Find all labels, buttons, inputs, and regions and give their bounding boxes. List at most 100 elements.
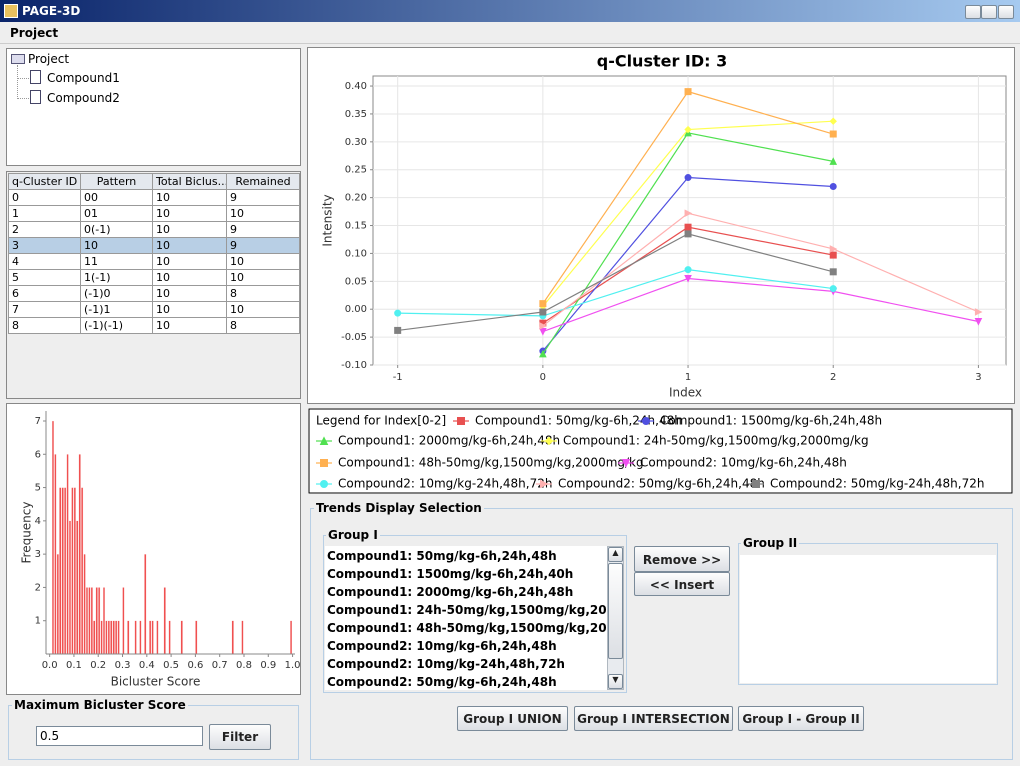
x-tick-label: 0.9 [260,660,276,671]
union-button[interactable]: Group I UNION [457,706,568,731]
line-chart-panel: q-Cluster ID: 3 0.40 0.35 0.30 0.25 0.20 0.15 0… [307,47,1015,404]
table-cell: 10 [226,253,300,270]
tree-node[interactable]: Compound2 [47,91,120,105]
group-title: Maximum Bicluster Score [12,698,188,712]
bar [68,520,72,655]
table-cell: 01 [80,205,153,222]
bar [115,620,118,655]
y-axis-label: Intensity [321,194,335,246]
scroll-thumb[interactable] [608,563,623,659]
list-item[interactable]: Compound1: 2000mg/kg-6h,24h,48h [327,585,574,599]
title-bar: PAGE-3D [0,0,1020,22]
legend-label: Compound2: 50mg/kg-6h,24h,48h [558,477,765,491]
tree-node[interactable]: Compound1 [47,71,120,85]
y-tick-label: -0.10 [341,360,367,371]
table-cell: 9 [226,221,300,238]
list-item[interactable]: Compound2: 10mg/kg-6h,24h,48h [327,639,557,653]
data-point [974,308,983,316]
legend-marker [319,436,329,445]
bar [81,487,84,655]
remove-button[interactable]: Remove >> [634,546,730,572]
table-row[interactable]: 2 0(-1) 10 9 [8,221,300,238]
table-row[interactable]: 3 10 10 9 [8,237,300,254]
y-tick-label: 0.35 [345,109,367,120]
list-item[interactable]: Compound2: 10mg/kg-24h,48h,72h [327,657,565,671]
x-tick-label: 3 [975,372,981,383]
bar [241,620,244,655]
scroll-up[interactable]: ▲ [608,547,623,562]
list-item[interactable]: Compound1: 1500mg/kg-6h,24h,40h [327,567,574,581]
x-tick-label: 0.1 [66,660,82,671]
table-cell: 3 [8,237,81,254]
bar [134,620,137,655]
table-row[interactable]: 6 (-1)0 10 8 [8,285,300,302]
tree-root[interactable]: Project [28,52,70,66]
legend-marker [642,417,650,425]
y-tick-label: 0.05 [345,276,367,287]
table-row[interactable]: 8 (-1)(-1) 10 8 [8,317,300,334]
data-point [684,230,692,238]
y-tick-label: 4 [35,516,41,527]
data-point [394,309,402,317]
cluster-table: q-Cluster ID Pattern Total Biclus... Remain… [8,173,300,334]
menu-bar: Project [0,22,1020,44]
scroll-down[interactable]: ▼ [608,674,623,689]
minimize-button[interactable] [965,5,981,19]
table-cell: 8 [226,317,300,334]
insert-button[interactable]: << Insert [634,572,730,596]
table-cell: 10 [152,285,227,302]
data-point [829,130,837,138]
table-cell: 9 [226,237,300,254]
series-line [397,233,834,332]
data-point [539,328,547,336]
table-cell: 10 [152,253,227,270]
table-cell: 10 [152,205,227,222]
list-item[interactable]: Compound2: 50mg/kg-6h,24h,48h [327,675,557,689]
table-row[interactable]: 4 11 10 10 [8,253,300,270]
table-cell: 4 [8,253,81,270]
tree-line [17,78,29,79]
list-item[interactable]: Compound1: 24h-50mg/kg,1500mg/kg,2000mg/… [327,603,608,617]
table-cell: 10 [226,205,300,222]
x-axis-label: Bicluster Score [111,675,201,689]
filter-button[interactable]: Filter [209,724,271,750]
group1-list: Compound1: 50mg/kg-6h,24h,48h Compound1: … [325,546,608,690]
tree-line [17,98,29,99]
scrollbar[interactable]: ▲ ▼ [607,546,624,690]
table-cell: 10 [152,237,227,254]
data-point [684,209,693,218]
table-row[interactable]: 0 00 10 9 [8,189,300,206]
score-input[interactable]: 0.5 [36,726,203,746]
file-icon [30,90,41,104]
bar [110,620,113,655]
maximize-button[interactable] [981,5,997,19]
close-button[interactable] [998,5,1014,19]
list-item[interactable]: Compound1: 50mg/kg-6h,24h,48h [327,549,557,563]
bar [98,587,101,655]
list-item[interactable]: Compound1: 48h-50mg/kg,1500mg/kg,2000mg/… [327,621,608,635]
bar [112,620,115,655]
series-line [542,277,979,333]
file-icon [30,70,41,84]
legend-title: Legend for Index[0-2] [316,414,446,428]
bar [73,487,76,655]
x-tick-label: -1 [393,372,403,383]
y-tick-label: 7 [35,416,41,427]
data-point [539,300,547,308]
y-tick-label: 0.30 [345,137,367,148]
data-point [539,322,547,330]
y-tick-label: -0.05 [341,332,367,343]
difference-button[interactable]: Group I - Group II [738,706,864,731]
table-row[interactable]: 7 (-1)1 10 10 [8,301,300,318]
table-cell: 1(-1) [80,269,153,286]
table-row[interactable]: 1 01 10 10 [8,205,300,222]
intersection-button[interactable]: Group I INTERSECTION [574,706,733,731]
bar [156,620,159,655]
table-row[interactable]: 5 1(-1) 10 10 [8,269,300,286]
table-cell: 00 [80,189,153,206]
x-tick-label: 0.8 [236,660,252,671]
legend-marker [320,480,328,488]
group2-box [738,543,998,685]
menu-item[interactable]: Project [10,26,59,40]
